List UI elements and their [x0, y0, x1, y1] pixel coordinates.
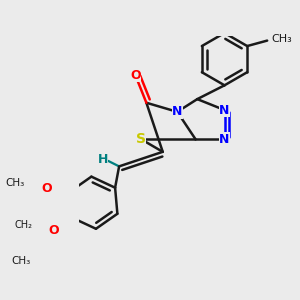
Text: S: S [136, 132, 146, 146]
Text: CH₃: CH₃ [12, 256, 31, 266]
Text: O: O [41, 182, 52, 194]
Text: N: N [172, 105, 182, 118]
Text: CH₃: CH₃ [5, 178, 25, 188]
Text: O: O [130, 69, 141, 82]
Text: CH₂: CH₂ [14, 220, 32, 230]
Text: N: N [219, 133, 230, 146]
Text: CH₃: CH₃ [272, 34, 292, 44]
Text: H: H [98, 153, 108, 166]
Text: O: O [49, 224, 59, 237]
Text: N: N [219, 103, 230, 116]
